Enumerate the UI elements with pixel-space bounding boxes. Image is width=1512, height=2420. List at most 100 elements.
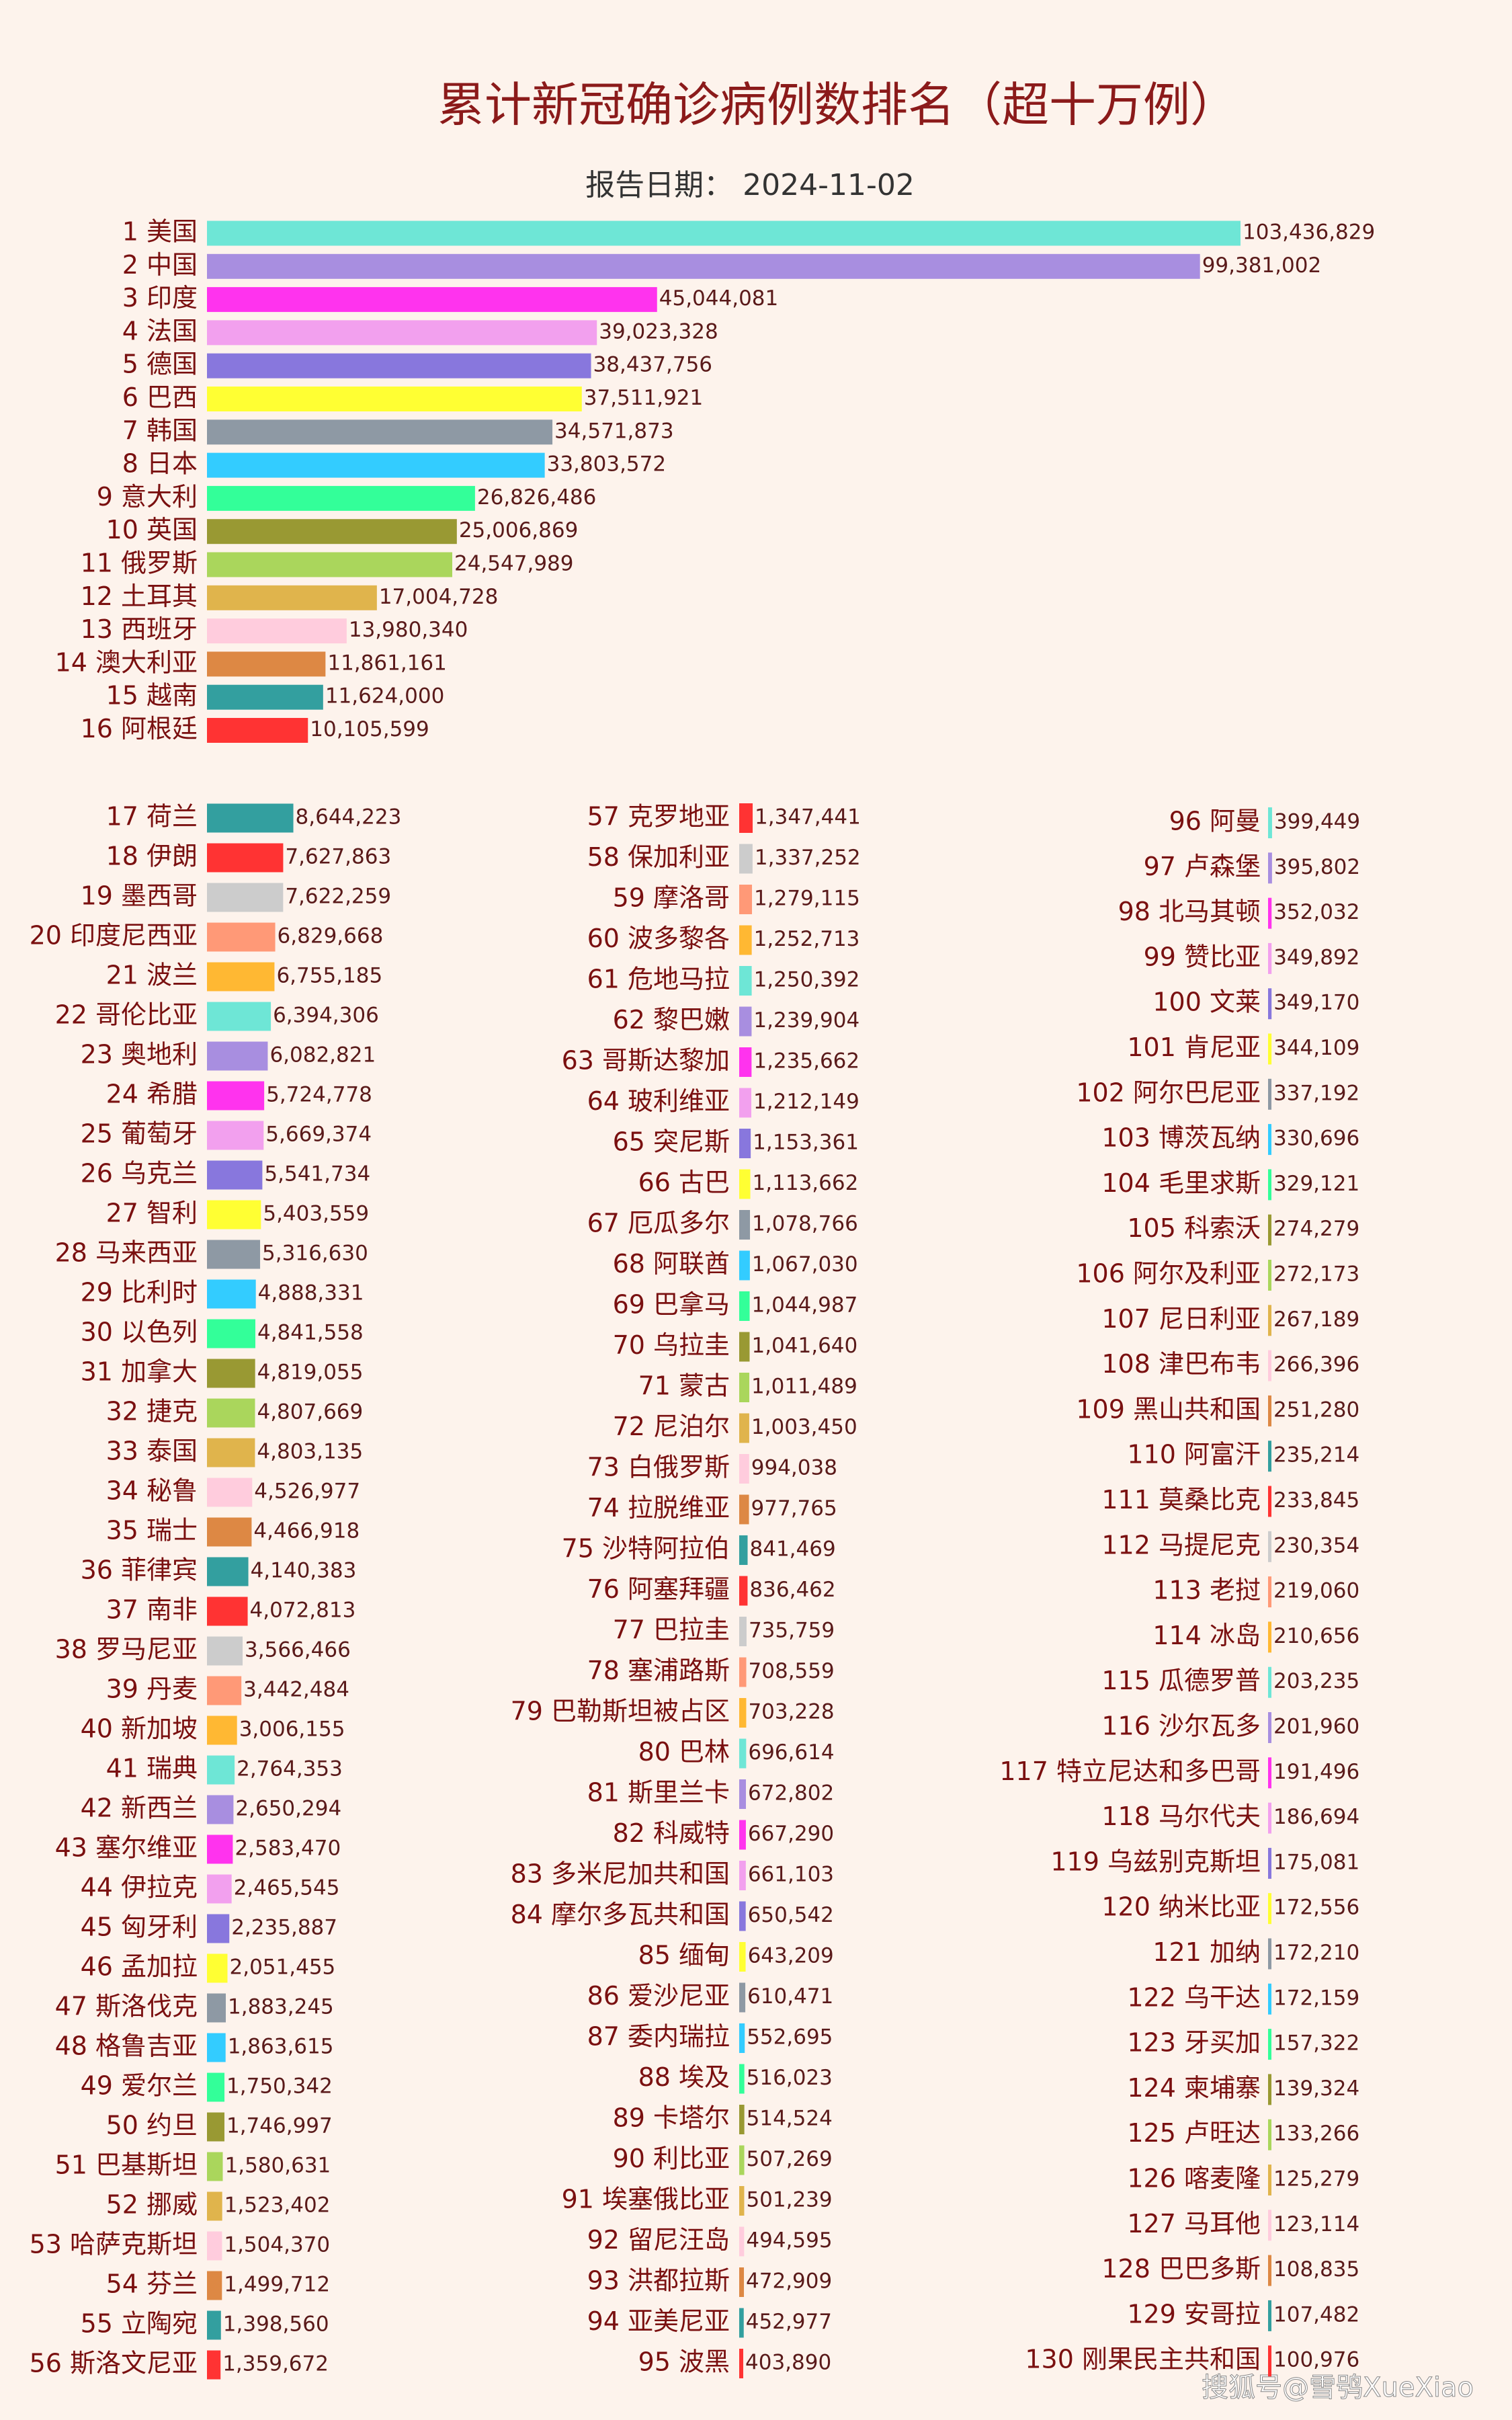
bar	[207, 1716, 237, 1745]
value-label: 1,750,342	[226, 2074, 333, 2099]
bar	[739, 1535, 748, 1565]
value-label: 1,212,149	[753, 1090, 859, 1114]
category-label: 124 柬埔寨	[1127, 2073, 1261, 2103]
value-label: 708,559	[749, 1659, 835, 1683]
value-label: 4,803,135	[257, 1440, 363, 1464]
category-label: 94 亚美尼亚	[587, 2306, 730, 2336]
category-label: 42 新西兰	[81, 1793, 198, 1823]
category-label: 110 阿富汗	[1127, 1440, 1261, 1469]
value-label: 2,583,470	[235, 1837, 341, 1861]
category-label: 45 匈牙利	[81, 1912, 198, 1942]
value-label: 1,044,987	[752, 1293, 858, 1318]
category-label: 56 斯洛文尼亚	[30, 2349, 198, 2378]
value-label: 352,032	[1273, 900, 1359, 924]
bar	[207, 1914, 230, 1943]
value-label: 7,622,259	[285, 885, 391, 909]
category-label: 108 津巴布韦	[1101, 1349, 1261, 1379]
category-label: 21 波兰	[106, 961, 198, 990]
bar	[1268, 897, 1272, 929]
bar	[207, 253, 1200, 279]
bar	[739, 1617, 747, 1646]
value-label: 7,627,863	[285, 845, 391, 869]
category-label: 92 留尼汪岛	[587, 2225, 730, 2255]
bar	[739, 885, 753, 914]
value-label: 2,051,455	[230, 1955, 336, 1980]
value-label: 1,067,030	[752, 1252, 858, 1277]
bar	[207, 2231, 222, 2261]
bar	[1268, 1305, 1271, 1336]
value-label: 5,403,559	[263, 1202, 369, 1226]
category-label: 80 巴林	[638, 1737, 730, 1767]
bar	[207, 803, 294, 833]
bar	[1268, 2165, 1271, 2195]
category-label: 63 哥斯达黎加	[562, 1046, 730, 1076]
category-label: 96 阿曼	[1169, 807, 1261, 836]
bar	[739, 1373, 750, 1402]
bar	[1268, 1214, 1271, 1246]
category-label: 93 洪都拉斯	[587, 2266, 730, 2296]
bar	[207, 718, 308, 743]
category-label: 95 波黑	[638, 2347, 730, 2377]
bar	[207, 2152, 223, 2181]
value-label: 4,140,383	[251, 1559, 357, 1583]
value-label: 45,044,081	[659, 286, 779, 311]
value-label: 1,523,402	[224, 2193, 331, 2218]
value-label: 157,322	[1273, 2031, 1359, 2056]
value-label: 4,072,813	[250, 1599, 356, 1623]
value-label: 395,802	[1274, 855, 1360, 879]
value-label: 994,038	[751, 1456, 837, 1480]
category-label: 126 喀麦隆	[1127, 2164, 1261, 2193]
value-label: 266,396	[1273, 1353, 1359, 1377]
bar	[207, 1557, 249, 1586]
bar	[207, 1834, 233, 1864]
bar	[1268, 2210, 1271, 2241]
bar	[207, 585, 377, 610]
category-label: 39 丹麦	[106, 1675, 198, 1704]
value-label: 1,078,766	[752, 1212, 858, 1236]
bar	[739, 966, 752, 996]
value-label: 133,266	[1273, 2122, 1359, 2146]
category-label: 104 毛里求斯	[1101, 1168, 1261, 1198]
value-label: 1,003,450	[751, 1415, 857, 1439]
value-label: 38,437,756	[593, 353, 713, 377]
value-label: 108,835	[1273, 2257, 1359, 2282]
value-label: 836,462	[749, 1578, 835, 1602]
category-label: 48 格鲁吉亚	[55, 2031, 198, 2061]
value-label: 5,541,734	[264, 1162, 370, 1186]
bar	[739, 1779, 747, 1809]
value-label: 3,566,466	[245, 1638, 351, 1662]
category-label: 40 新加坡	[81, 1714, 198, 1744]
bar	[1268, 1078, 1272, 1110]
value-label: 403,890	[745, 2351, 831, 2375]
bar	[739, 1332, 750, 1362]
category-label: 5 德国	[122, 350, 198, 379]
category-label: 74 拉脱维亚	[587, 1493, 730, 1523]
category-label: 43 塞尔维亚	[55, 1833, 198, 1863]
category-label: 49 爱尔兰	[81, 2071, 198, 2101]
bar	[207, 1319, 255, 1348]
category-label: 23 奥地利	[81, 1040, 198, 1070]
bar	[1268, 1350, 1271, 1381]
bar	[739, 2023, 745, 2053]
category-label: 16 阿根廷	[81, 714, 198, 743]
value-label: 6,082,821	[269, 1043, 376, 1067]
value-label: 267,189	[1273, 1307, 1359, 1332]
category-label: 3 印度	[122, 283, 198, 313]
category-label: 47 斯洛伐克	[55, 1992, 198, 2021]
bar	[207, 1676, 242, 1705]
bar	[207, 1121, 264, 1150]
value-label: 4,841,558	[257, 1321, 364, 1345]
category-label: 121 加纳	[1152, 1937, 1261, 1967]
bar	[207, 962, 275, 992]
value-label: 841,469	[750, 1537, 836, 1562]
value-label: 230,354	[1273, 1533, 1359, 1558]
value-label: 1,580,631	[225, 2154, 331, 2178]
category-label: 36 菲律宾	[81, 1556, 198, 1585]
value-label: 735,759	[749, 1619, 835, 1643]
bar	[207, 287, 657, 313]
value-label: 219,060	[1273, 1579, 1359, 1603]
value-label: 3,006,155	[239, 1718, 345, 1742]
bar	[207, 519, 457, 544]
value-label: 4,807,669	[257, 1400, 363, 1424]
bar	[1268, 988, 1272, 1020]
